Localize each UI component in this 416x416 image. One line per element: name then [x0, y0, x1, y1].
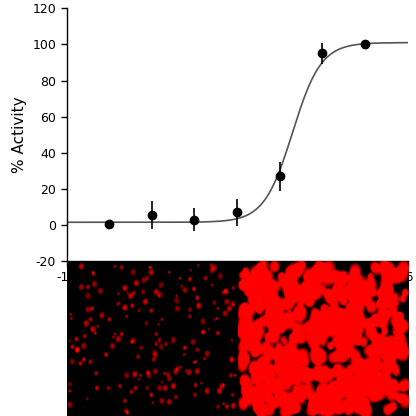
Y-axis label: % Activity: % Activity	[12, 97, 27, 173]
X-axis label: Log[PACAP-38]M: Log[PACAP-38]M	[153, 293, 321, 311]
